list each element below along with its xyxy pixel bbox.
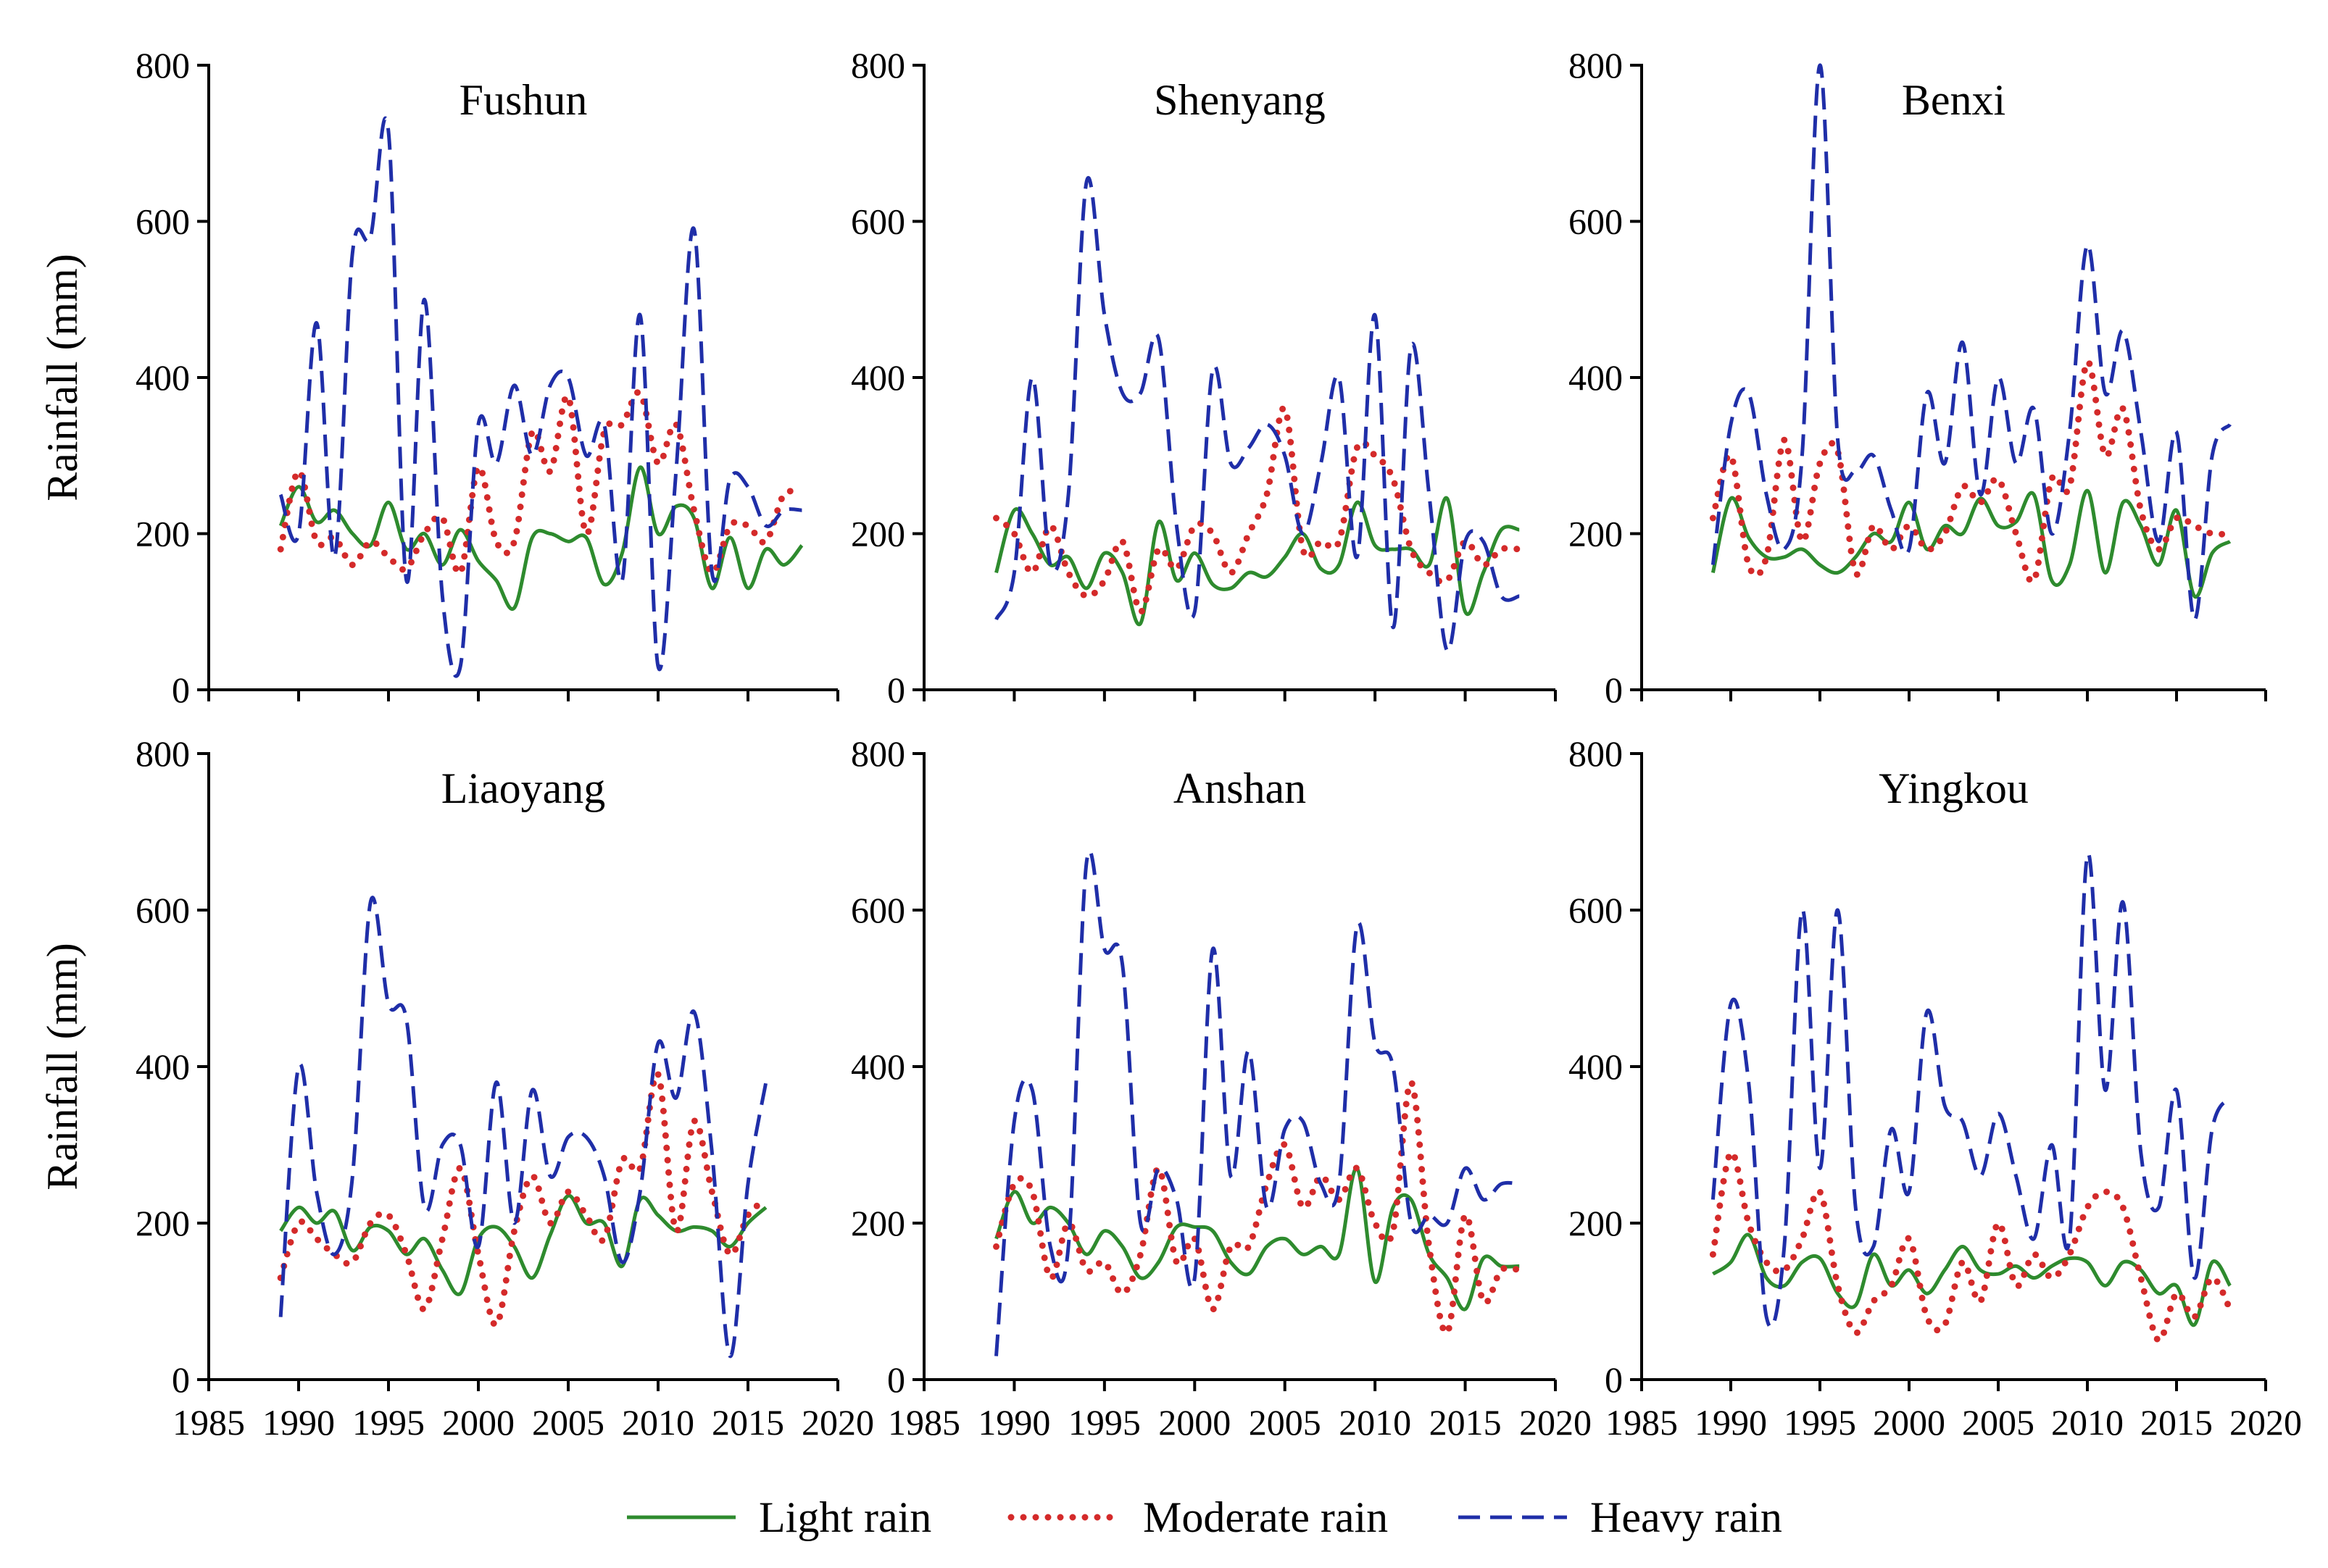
panel-title: Fushun: [460, 76, 588, 124]
y-tick-label: 0: [172, 1359, 190, 1400]
y-tick-label: 800: [851, 45, 905, 86]
y-tick-label: 0: [887, 1359, 905, 1400]
y-tick-label: 0: [172, 670, 190, 710]
x-tick-label: 2010: [2051, 1402, 2124, 1443]
panel-title: Anshan: [1173, 764, 1306, 812]
legend-label-heavy: Heavy rain: [1590, 1493, 1782, 1541]
series-heavy-rain-line: [994, 849, 1520, 1356]
panel-title: Benxi: [1902, 76, 2005, 124]
y-tick-label: 200: [1568, 1203, 1623, 1243]
y-tick-label: 800: [851, 733, 905, 774]
y-tick-label: 400: [136, 357, 190, 398]
series-light-rain-line: [278, 465, 804, 612]
x-tick-label: 2015: [712, 1402, 784, 1443]
x-tick-label: 2000: [1158, 1402, 1231, 1443]
y-tick-label: 600: [1568, 201, 1623, 242]
y-tick-label: 600: [1568, 890, 1623, 930]
legend-label-light: Light rain: [759, 1493, 931, 1541]
series-moderate-rain-line: [277, 1070, 770, 1328]
series-moderate-rain-line: [993, 404, 1523, 615]
y-axis-title: Rainfall (mm): [38, 943, 86, 1190]
x-tick-label: 1995: [352, 1402, 425, 1443]
x-tick-label: 1985: [172, 1402, 245, 1443]
y-tick-label: 800: [1568, 733, 1623, 774]
x-tick-label: 2005: [1249, 1402, 1321, 1443]
panel-title: Yingkou: [1879, 764, 2029, 812]
series-light-rain-line: [279, 1193, 768, 1296]
y-tick-label: 600: [136, 201, 190, 242]
series-heavy-rain-line: [1710, 63, 2232, 622]
y-tick-label: 400: [1568, 1046, 1623, 1087]
x-tick-label: 2020: [802, 1402, 874, 1443]
y-tick-label: 200: [136, 1203, 190, 1243]
x-tick-label: 1990: [1695, 1402, 1767, 1443]
panel-title: Shenyang: [1154, 76, 1326, 124]
y-tick-label: 0: [887, 670, 905, 710]
panel-title: Liaoyang: [441, 764, 606, 812]
y-tick-label: 600: [851, 890, 905, 930]
x-tick-label: 1990: [978, 1402, 1050, 1443]
x-tick-label: 2015: [1429, 1402, 1502, 1443]
x-tick-label: 2020: [2229, 1402, 2302, 1443]
y-tick-label: 400: [851, 1046, 905, 1087]
x-tick-label: 1985: [888, 1402, 960, 1443]
series-heavy-rain-line: [994, 175, 1520, 653]
panel-yingkou: 0 200 400 600 800 1985 1990 1995 2000 2005 2010 201…: [1568, 733, 2302, 1443]
panel-shenyang: 0 200 400 600 800 Shenyang: [851, 45, 1557, 710]
legend-label-moderate: Moderate rain: [1143, 1493, 1388, 1541]
y-tick-label: 800: [1568, 45, 1623, 86]
panel-fushun: 0 200 400 600 800 Fushun Rainfall (mm): [38, 45, 839, 710]
panel-anshan: 0 200 400 600 800 1985 1990 1995 2000 2005 2010 201…: [851, 733, 1592, 1443]
x-tick-label: 2020: [1519, 1402, 1592, 1443]
series-light-rain-line: [1710, 488, 2232, 599]
x-tick-label: 1985: [1605, 1402, 1678, 1443]
x-tick-label: 2000: [442, 1402, 515, 1443]
x-tick-label: 2005: [1962, 1402, 2034, 1443]
x-tick-label: 2015: [2140, 1402, 2213, 1443]
y-tick-label: 200: [851, 1203, 905, 1243]
y-tick-label: 600: [136, 890, 190, 930]
x-tick-label: 2000: [1873, 1402, 1945, 1443]
series-light-rain-line: [994, 496, 1520, 627]
series-moderate-rain-line: [1709, 1149, 2234, 1344]
series-heavy-rain-line: [278, 116, 802, 678]
series-light-rain-line: [1712, 1233, 2232, 1327]
y-tick-label: 400: [1568, 357, 1623, 398]
y-tick-label: 200: [851, 514, 905, 554]
panel-liaoyang: 0 200 400 600 800 1985 1990 1995 2000 2005 2010 201…: [38, 733, 874, 1443]
x-tick-label: 1990: [262, 1402, 335, 1443]
y-tick-label: 400: [136, 1046, 190, 1087]
y-tick-label: 800: [136, 733, 190, 774]
y-axis-title: Rainfall (mm): [38, 254, 86, 501]
series-heavy-rain-line: [278, 896, 768, 1359]
y-tick-label: 0: [1605, 1359, 1623, 1400]
y-tick-label: 200: [1568, 514, 1623, 554]
y-tick-label: 0: [1605, 670, 1623, 710]
y-tick-label: 200: [136, 514, 190, 554]
y-tick-label: 400: [851, 357, 905, 398]
x-tick-label: 1995: [1784, 1402, 1856, 1443]
x-tick-label: 2005: [532, 1402, 604, 1443]
legend: Light rain Moderate rain Heavy rain: [627, 1493, 1782, 1541]
panel-benxi: 0 200 400 600 800 Benxi: [1568, 45, 2267, 710]
series-heavy-rain-line: [1710, 851, 2232, 1329]
x-tick-label: 2010: [622, 1402, 694, 1443]
x-tick-label: 1995: [1068, 1402, 1141, 1443]
series-moderate-rain-line: [1709, 358, 2234, 585]
y-tick-label: 800: [136, 45, 190, 86]
x-tick-label: 2010: [1339, 1402, 1411, 1443]
y-tick-label: 600: [851, 201, 905, 242]
